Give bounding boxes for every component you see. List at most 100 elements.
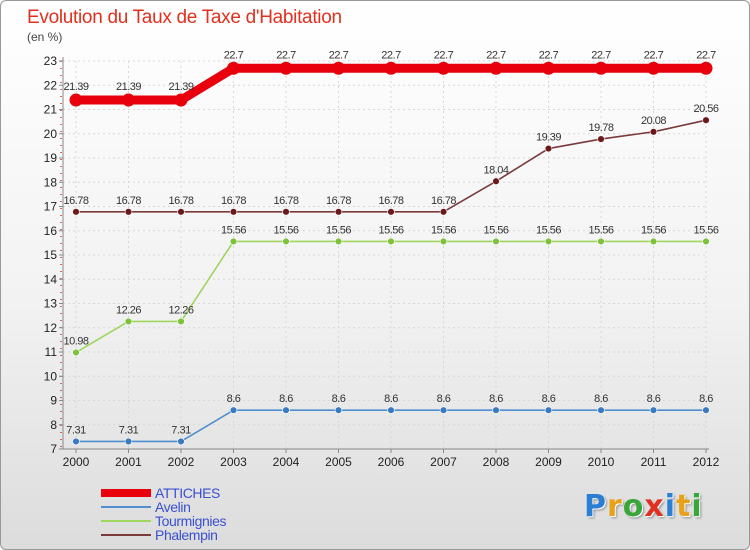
data-point (492, 406, 500, 414)
x-tick-label: 2010 (588, 455, 615, 469)
x-tick-label: 2005 (325, 455, 352, 469)
data-label: 8.6 (332, 393, 346, 405)
data-label: 22.7 (486, 49, 506, 61)
data-label: 15.56 (273, 224, 298, 236)
x-tick-label: 2001 (115, 455, 142, 469)
data-point (282, 237, 290, 246)
data-point (437, 61, 450, 75)
data-label: 21.39 (116, 81, 141, 93)
data-point (492, 177, 500, 185)
data-point (544, 237, 553, 246)
data-label: 20.56 (693, 103, 718, 115)
data-label: 22.7 (381, 49, 401, 61)
data-label: 21.39 (63, 81, 88, 93)
data-label: 8.6 (279, 393, 293, 405)
data-point (124, 437, 133, 446)
y-tick-label: 16 (44, 224, 58, 238)
data-point (72, 208, 80, 216)
data-label: 16.78 (168, 195, 193, 207)
data-label: 12.26 (168, 304, 193, 316)
logo-letter: r (607, 489, 623, 524)
legend-swatch (101, 520, 151, 522)
data-point (69, 93, 83, 107)
data-label: 8.6 (437, 393, 451, 405)
data-point (177, 437, 185, 446)
legend-swatch (101, 534, 151, 536)
x-tick-label: 2003 (220, 455, 247, 469)
data-point (279, 61, 293, 75)
data-point (334, 208, 343, 216)
data-point (387, 208, 395, 216)
data-label: 20.08 (641, 115, 666, 127)
legend-item: Phalempin (101, 527, 226, 543)
data-label: 22.7 (276, 49, 296, 61)
data-point (439, 406, 448, 414)
logo-letter: P (584, 489, 607, 524)
data-point (282, 406, 290, 414)
legend: ATTICHES Avelin Tourmignies Phalempin (101, 485, 227, 543)
data-label: 22.7 (644, 49, 664, 61)
data-label: 22.7 (224, 49, 244, 61)
x-tick-label: 2004 (273, 455, 300, 469)
data-point (334, 237, 343, 246)
y-tick-label: 7 (50, 442, 57, 456)
legend-item: ATTICHES (101, 485, 226, 501)
data-point (332, 61, 345, 75)
data-point (594, 61, 608, 75)
data-label: 7.31 (66, 424, 86, 436)
data-label: 22.7 (329, 49, 349, 61)
y-tick-label: 18 (44, 175, 58, 189)
legend-item: Tourmignies (101, 513, 227, 529)
y-tick-label: 14 (44, 272, 58, 286)
data-point (544, 406, 553, 414)
y-tick-label: 11 (45, 345, 58, 359)
data-label: 12.26 (116, 304, 141, 316)
data-point (282, 208, 290, 216)
legend-item: Avelin (101, 499, 226, 515)
data-point (649, 237, 658, 246)
data-point (177, 208, 185, 216)
chart-title: Evolution du Taux de Taxe d'Habitation (27, 7, 342, 28)
x-tick-label: 2000 (63, 455, 90, 469)
logo-letter: i (664, 489, 677, 524)
legend-label: Tourmignies (155, 513, 227, 529)
data-point (649, 406, 658, 414)
data-label: 19.78 (588, 122, 613, 134)
data-label: 16.78 (63, 195, 88, 207)
data-point (542, 61, 555, 75)
data-point (177, 317, 185, 326)
data-point (384, 61, 398, 75)
data-label: 16.78 (273, 195, 298, 207)
data-label: 8.6 (594, 393, 608, 405)
proxiti-logo: Proxiti (584, 489, 703, 524)
data-label: 16.78 (221, 195, 246, 207)
data-point (124, 317, 133, 326)
data-label: 18.04 (483, 164, 508, 176)
x-tick-label: 2009 (535, 455, 562, 469)
y-tick-label: 17 (44, 200, 58, 214)
data-point (229, 237, 238, 246)
data-point (699, 61, 713, 75)
y-tick-label: 13 (44, 297, 58, 311)
data-label: 7.31 (119, 424, 139, 436)
x-tick-label: 2006 (378, 455, 405, 469)
data-label: 8.6 (647, 393, 661, 405)
data-point (649, 128, 658, 136)
data-point (439, 237, 448, 246)
data-point (702, 237, 710, 246)
data-label: 8.6 (489, 393, 503, 405)
data-label: 15.56 (221, 224, 246, 236)
y-axis-unit: (en %) (27, 30, 63, 44)
data-point (647, 61, 660, 75)
data-point (597, 135, 605, 143)
data-point (544, 144, 553, 153)
x-tick-label: 2008 (483, 455, 510, 469)
y-tick-label: 22 (44, 78, 58, 92)
data-label: 8.6 (227, 393, 241, 405)
data-label: 22.7 (539, 49, 559, 61)
data-label: 8.6 (699, 393, 713, 405)
data-label: 8.6 (542, 393, 556, 405)
data-point (227, 61, 240, 75)
